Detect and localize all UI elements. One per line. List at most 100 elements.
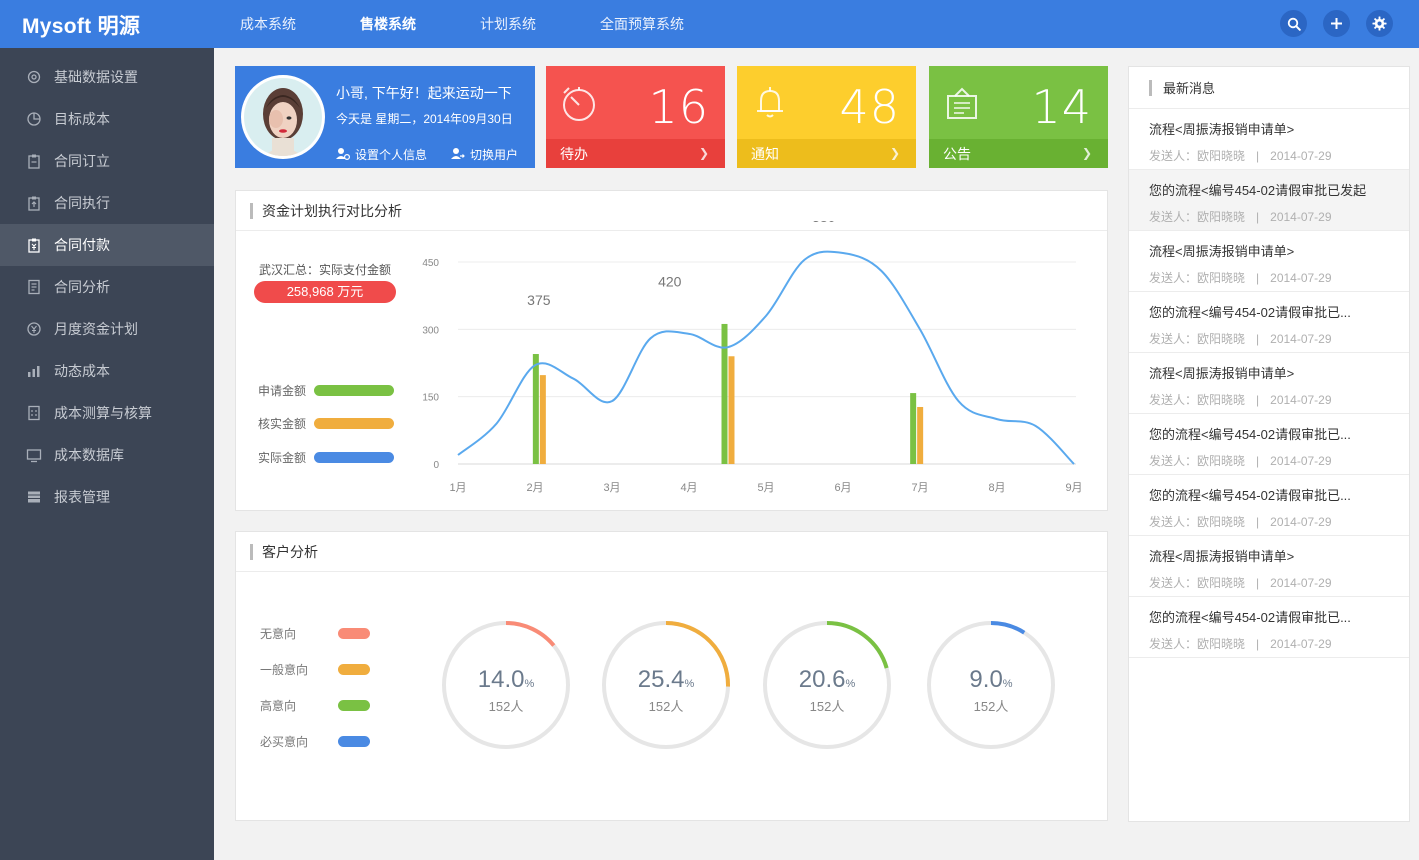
news-item-date: 2014-07-29 xyxy=(1270,393,1332,407)
todo-card[interactable]: 16 待办 ❯ xyxy=(546,66,725,168)
x-tick-label: 6月 xyxy=(834,482,851,494)
news-item-meta: 发送人：欧阳晓晓 | 2014-07-29 xyxy=(1149,391,1409,408)
sidebar-item-11[interactable]: 报表管理 xyxy=(0,476,214,518)
ring-percent-value: 9.0 xyxy=(969,666,1002,693)
news-item[interactable]: 您的流程<编号454-02请假审批已... 发送人：欧阳晓晓 | 2014-07-29 xyxy=(1129,414,1409,475)
sidebar-item-4[interactable]: 合同执行 xyxy=(0,182,214,224)
bar-verified xyxy=(728,356,735,464)
sidebar-item-7[interactable]: 月度资金计划 xyxy=(0,308,214,350)
news-item[interactable]: 您的流程<编号454-02请假审批已发起 发送人：欧阳晓晓 | 2014-07-29 xyxy=(1129,170,1409,231)
ring-chart: 14.0%152人 xyxy=(442,621,570,749)
sidebar-item-label: 目标成本 xyxy=(54,111,110,127)
news-item[interactable]: 流程<周振涛报销申请单> 发送人：欧阳晓晓 | 2014-07-29 xyxy=(1129,353,1409,414)
user-settings-icon xyxy=(336,147,351,163)
x-tick-label: 3月 xyxy=(603,482,620,494)
news-item[interactable]: 流程<周振涛报销申请单> 发送人：欧阳晓晓 | 2014-07-29 xyxy=(1129,109,1409,170)
news-item-meta: 发送人：欧阳晓晓 | 2014-07-29 xyxy=(1149,635,1409,652)
news-item-separator: | xyxy=(1256,210,1260,224)
clipboard-icon xyxy=(26,153,42,169)
sidebar-item-5[interactable]: 合同付款 xyxy=(0,224,214,266)
calculator-icon xyxy=(26,405,42,421)
fund-chart: 0 150 300 450 1月 2月 3月 4月 5月 6月 7月 8月 9月 375 420 580 xyxy=(422,221,1082,494)
announcement-footer[interactable]: 公告 ❯ xyxy=(929,139,1108,168)
legend-normal-intent-label: 一般意向 xyxy=(260,663,309,677)
nav-plan-system[interactable]: 计划系统 xyxy=(480,16,536,32)
ring-percent: 25.4% xyxy=(638,666,695,693)
timer-icon xyxy=(560,84,598,127)
nav-sales-system[interactable]: 售楼系统 xyxy=(360,16,416,32)
news-item-title: 流程<周振涛报销申请单> xyxy=(1149,549,1295,564)
news-item-meta: 发送人：欧阳晓晓 | 2014-07-29 xyxy=(1149,452,1409,469)
sidebar-item-1[interactable]: 基础数据设置 xyxy=(0,56,214,98)
chevron-right-icon: ❯ xyxy=(698,146,709,160)
news-item-title: 流程<周振涛报销申请单> xyxy=(1149,122,1295,137)
sidebar-item-9[interactable]: 成本测算与核算 xyxy=(0,392,214,434)
notice-card[interactable]: 48 通知 ❯ xyxy=(737,66,916,168)
news-item-separator: | xyxy=(1256,637,1260,651)
settings-link-label: 设置个人信息 xyxy=(355,148,428,162)
sidebar-item-6[interactable]: 合同分析 xyxy=(0,266,214,308)
todo-footer[interactable]: 待办 ❯ xyxy=(546,139,725,168)
avatar[interactable] xyxy=(241,75,325,159)
legend-verified: 核实金额 xyxy=(258,415,395,432)
news-item[interactable]: 您的流程<编号454-02请假审批已... 发送人：欧阳晓晓 | 2014-07-29 xyxy=(1129,475,1409,536)
todo-count: 16 xyxy=(648,80,709,134)
legend-high-intent: 高意向 xyxy=(260,697,370,714)
news-item[interactable]: 您的流程<编号454-02请假审批已... 发送人：欧阳晓晓 | 2014-07-29 xyxy=(1129,597,1409,658)
news-item-meta: 发送人：欧阳晓晓 | 2014-07-29 xyxy=(1149,574,1409,591)
nav-budget-system[interactable]: 全面预算系统 xyxy=(600,16,684,32)
news-list: 流程<周振涛报销申请单> 发送人：欧阳晓晓 | 2014-07-29 您的流程<编号45… xyxy=(1129,109,1409,658)
bar-apply xyxy=(910,393,917,464)
bar-verified xyxy=(917,406,924,464)
switch-user-label: 切换用户 xyxy=(470,148,519,162)
news-item-sender: 发送人：欧阳晓晓 xyxy=(1149,454,1246,468)
title-bar-marker xyxy=(250,202,253,219)
nav-cost-system[interactable]: 成本系统 xyxy=(240,16,296,32)
fund-panel-title: 资金计划执行对比分析 xyxy=(262,202,402,219)
settings-link[interactable]: 设置个人信息 xyxy=(336,146,427,163)
news-item[interactable]: 您的流程<编号454-02请假审批已... 发送人：欧阳晓晓 | 2014-07-29 xyxy=(1129,292,1409,353)
news-item-title: 流程<周振涛报销申请单> xyxy=(1149,366,1295,381)
legend-no-intent-swatch xyxy=(338,628,370,639)
plus-icon[interactable] xyxy=(1323,10,1350,37)
notice-footer[interactable]: 通知 ❯ xyxy=(737,139,916,168)
news-item-title: 您的流程<编号454-02请假审批已... xyxy=(1149,305,1351,320)
table-icon xyxy=(26,489,42,505)
legend-verified-label: 核实金额 xyxy=(258,417,307,431)
total-badge: 258,968 万元 xyxy=(254,281,396,303)
sidebar-item-10[interactable]: 成本数据库 xyxy=(0,434,214,476)
legend-apply: 申请金额 xyxy=(258,382,395,399)
search-icon[interactable] xyxy=(1280,10,1307,37)
notice-count: 48 xyxy=(839,80,900,134)
gear-icon[interactable] xyxy=(1366,10,1393,37)
clipboard-upload-icon xyxy=(26,195,42,211)
sidebar-item-label: 合同执行 xyxy=(54,195,110,211)
news-item-separator: | xyxy=(1256,454,1260,468)
switch-user-link[interactable]: 切换用户 xyxy=(451,146,518,163)
ring-count: 152人 xyxy=(974,699,1009,714)
news-item[interactable]: 流程<周振涛报销申请单> 发送人：欧阳晓晓 | 2014-07-29 xyxy=(1129,231,1409,292)
title-bar-marker xyxy=(1149,79,1152,96)
clipboard-yen-icon xyxy=(26,237,42,253)
news-item-sender: 发送人：欧阳晓晓 xyxy=(1149,637,1246,651)
yen-circle-icon xyxy=(26,321,42,337)
x-tick-label: 9月 xyxy=(1065,482,1082,494)
customer-analysis-panel: 客户分析 无意向 一般意向 高意向 必买意向 14.0% 152人 25.4% 152… xyxy=(235,531,1108,821)
sidebar-item-2[interactable]: 目标成本 xyxy=(0,98,214,140)
gear-icon xyxy=(26,69,42,85)
app-logo[interactable]: Mysoft 明源 xyxy=(22,15,141,38)
news-item-date: 2014-07-29 xyxy=(1270,210,1332,224)
announcement-card[interactable]: 14 公告 ❯ xyxy=(929,66,1108,168)
notice-label: 通知 xyxy=(751,145,779,162)
sidebar-item-3[interactable]: 合同订立 xyxy=(0,140,214,182)
ring-arc xyxy=(505,621,556,647)
legend-high-intent-swatch xyxy=(338,700,370,711)
y-tick-label: 0 xyxy=(433,460,439,471)
news-item-sender: 发送人：欧阳晓晓 xyxy=(1149,271,1246,285)
y-tick-label: 450 xyxy=(422,258,439,269)
ring-percent-value: 20.6 xyxy=(799,666,846,693)
sidebar-item-8[interactable]: 动态成本 xyxy=(0,350,214,392)
news-item[interactable]: 流程<周振涛报销申请单> 发送人：欧阳晓晓 | 2014-07-29 xyxy=(1129,536,1409,597)
data-label: 375 xyxy=(527,292,551,308)
